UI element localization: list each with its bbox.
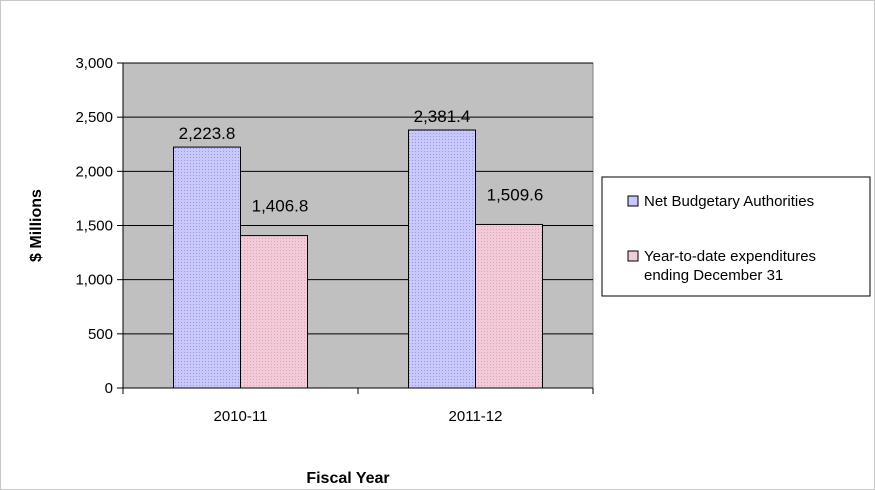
y-tick-label-500: 500 [88, 326, 113, 343]
y-tick-label-2500: 2,500 [75, 109, 113, 126]
data-label-s0-2011-12: 2,381.4 [414, 107, 471, 126]
y-tick-label-1000: 1,000 [75, 272, 113, 289]
x-tick-label-2010-11: 2010-11 [214, 408, 268, 425]
y-tick-label-3000: 3,000 [75, 55, 113, 72]
data-label-s0-2010-11: 2,223.8 [179, 124, 236, 143]
legend-swatch-ytd-expenditures [627, 250, 639, 262]
bars [173, 129, 543, 389]
y-tick-label-1500: 1,500 [75, 218, 113, 235]
x-axis-title: Fiscal Year [306, 470, 389, 487]
y-tick-label-0: 0 [105, 380, 113, 397]
axes: 0 500 1,000 1,500 2,000 2,500 3,000 2010-11 2011… [75, 55, 594, 425]
legend: Net Budgetary Authorities Year-to-date e… [601, 176, 871, 297]
legend-label-ytd-expenditures-line1: Year-to-date expenditures [644, 248, 816, 265]
data-labels: 2,223.8 1,406.8 2,381.4 1,509.6 [179, 107, 544, 216]
legend-box [601, 176, 871, 297]
bar-s0-2011-12 [408, 129, 476, 389]
legend-label-ytd-expenditures-line2: ending December 31 [644, 267, 783, 284]
bar-s0-2010-11 [173, 146, 241, 389]
legend-swatch-net-budgetary-authorities [627, 195, 639, 207]
y-tick-label-2000: 2,000 [75, 163, 113, 180]
data-label-s1-2010-11: 1,406.8 [252, 197, 309, 216]
bar-s1-2011-12 [475, 223, 543, 389]
legend-label-net-budgetary-authorities: Net Budgetary Authorities [644, 193, 814, 210]
y-axis-title: $ Millions [28, 189, 45, 262]
x-tick-label-2011-12: 2011-12 [449, 408, 503, 425]
data-label-s1-2011-12: 1,509.6 [487, 185, 544, 204]
bar-s1-2010-11 [240, 235, 308, 389]
